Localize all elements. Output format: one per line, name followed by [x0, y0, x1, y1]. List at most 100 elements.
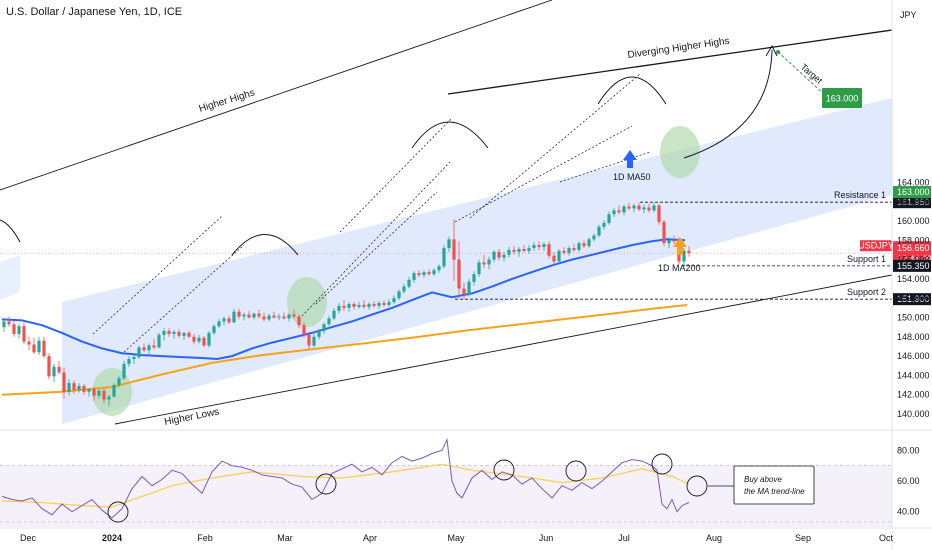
candle-body-79: [397, 291, 401, 299]
time-tick-Mar: Mar: [277, 533, 293, 543]
price-tick-152: 152.000: [897, 293, 930, 303]
candle-body-11: [57, 366, 61, 373]
candle-body-54: [272, 315, 276, 318]
candle-body-39: [197, 337, 201, 342]
candle-body-9: [47, 356, 51, 377]
candle-body-64: [322, 324, 326, 332]
candle-body-90: [452, 239, 456, 260]
candle-body-122: [612, 210, 616, 215]
time-tick-Oct: Oct: [879, 533, 894, 543]
candle-body-77: [387, 302, 391, 305]
support-circle-1: [92, 368, 132, 416]
candle-body-83: [417, 273, 421, 276]
resistance-1-label: Resistance 1: [834, 190, 886, 200]
rsi-circle-5: [651, 453, 673, 475]
candle-body-125: [627, 206, 631, 209]
rsi-note-box: [733, 465, 815, 505]
support-2-tag: 151.900: [897, 294, 930, 304]
candle-body-114: [572, 248, 576, 250]
candle-body-132: [662, 221, 666, 244]
channel-band-left: [0, 255, 20, 300]
candle-body-14: [72, 383, 76, 390]
time-tick-Jul: Jul: [618, 533, 630, 543]
currency-label: JPY: [900, 10, 917, 20]
dotted-channel-1: [92, 215, 223, 335]
candle-body-50: [252, 313, 256, 318]
candle-body-136: [682, 250, 686, 262]
candle-body-126: [632, 205, 636, 209]
candle-body-75: [377, 303, 381, 306]
ma50-line: [1, 238, 686, 361]
top-arc-3: [597, 76, 667, 105]
candle-body-6: [32, 344, 36, 353]
candle-body-82: [412, 273, 416, 280]
candle-body-7: [37, 340, 41, 353]
moving-averages: [1, 238, 688, 396]
dotted-channel-5: [339, 117, 453, 233]
candle-body-91: [457, 259, 461, 289]
candle-body-1: [7, 321, 11, 325]
support-2-tag-bg: [893, 293, 931, 306]
candle-body-100: [502, 254, 506, 258]
target-line: [777, 51, 827, 97]
candle-body-137: [687, 250, 691, 254]
candle-body-94: [472, 274, 476, 282]
rsi-circle-4: [565, 460, 587, 482]
candle-body-68: [342, 305, 346, 308]
candle-body-95: [477, 262, 481, 275]
price-tick-160: 160.000: [897, 216, 930, 226]
candle-body-85: [427, 272, 431, 275]
candle-body-22: [112, 385, 116, 397]
candle-body-130: [652, 205, 656, 211]
rsi-panel: Buy above the MA trend-line: [0, 429, 932, 528]
candle-body-101: [507, 249, 511, 255]
price-tick-164: 164.000: [897, 177, 930, 187]
candle-body-92: [462, 288, 466, 295]
rsi-circle-1: [107, 501, 129, 523]
rsi-circle-6: [686, 475, 708, 497]
support-1-label: Support 1: [847, 254, 886, 264]
target-tag-bg: [893, 186, 931, 199]
top-arc-4: [0, 219, 21, 243]
target-box: [822, 88, 862, 108]
support-circle-2: [287, 277, 327, 327]
candle-body-131: [657, 205, 661, 222]
price-tick-150: 150.000: [897, 313, 930, 323]
rsi-circle-2: [315, 473, 337, 495]
candle-body-42: [212, 326, 216, 333]
price-tick-154: 154.000: [897, 274, 930, 284]
projection-arrowhead: [765, 44, 778, 57]
candle-body-63: [317, 331, 321, 337]
candle-body-15: [77, 386, 81, 390]
price-axis[interactable]: JPY 140.000 142.000 144.000 146.000 148.000 15…: [891, 0, 930, 550]
candle-body-37: [187, 332, 191, 337]
rsi-ma-line: [1, 463, 690, 508]
candle-body-60: [302, 325, 306, 335]
target-box-value: 163.000: [826, 94, 859, 104]
candlesticks: [2, 202, 691, 407]
candle-body-29: [147, 345, 151, 351]
candle-body-30: [152, 345, 156, 348]
candle-body-10: [52, 366, 56, 377]
candle-body-98: [492, 251, 496, 260]
support-circle-3: [660, 126, 700, 178]
trend-lines: [0, 0, 893, 425]
channel-band: [62, 98, 892, 424]
candle-body-113: [567, 248, 571, 253]
candle-body-112: [562, 250, 566, 253]
ma50-label: 1D MA50: [613, 172, 651, 182]
candle-body-96: [482, 262, 486, 265]
candle-body-108: [542, 244, 546, 248]
candle-body-18: [92, 388, 96, 396]
candle-body-109: [547, 244, 551, 256]
bottom-circles: [92, 126, 700, 416]
candle-body-97: [487, 259, 491, 265]
candle-body-89: [447, 239, 451, 249]
candle-body-99: [497, 251, 501, 258]
candle-body-86: [432, 270, 436, 275]
time-axis[interactable]: Dec 2024 Feb Mar Apr May Jun Jul Aug Sep Oct: [0, 527, 932, 543]
diverging-highs-line: [447, 29, 893, 95]
candle-body-104: [522, 248, 526, 251]
candle-body-110: [552, 255, 556, 262]
